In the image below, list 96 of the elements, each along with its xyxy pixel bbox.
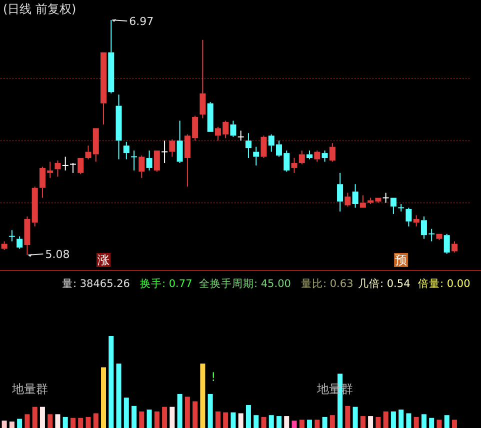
bar: [330, 415, 335, 428]
bar: [360, 416, 366, 428]
bar: [170, 406, 175, 428]
candlestick: [116, 94, 122, 160]
bar: [40, 406, 45, 428]
bar: [322, 416, 328, 428]
bar: [284, 416, 290, 428]
candlestick: [253, 146, 260, 166]
text: 全换手周期: 45.00: [199, 277, 291, 290]
bar: [200, 364, 206, 428]
candlestick: [382, 192, 390, 204]
annotation: 6.97: [129, 15, 154, 28]
bar: [292, 420, 297, 428]
bar: [398, 410, 404, 428]
bar: [368, 416, 374, 428]
bar: [444, 415, 450, 428]
bar: [62, 416, 68, 428]
candlestick: [146, 150, 152, 171]
candlestick: [138, 155, 145, 178]
bar: [261, 416, 266, 428]
bar: [345, 406, 350, 428]
bar: [215, 411, 220, 428]
bar: [223, 412, 228, 428]
candlestick: [32, 186, 38, 227]
annotation: 5.08: [45, 248, 70, 261]
bar: [139, 411, 144, 428]
bar: [436, 420, 442, 428]
bar: [32, 406, 38, 428]
candlestick: [85, 145, 92, 160]
candlestick: [291, 158, 298, 174]
bar: [452, 420, 457, 428]
bar: [132, 406, 137, 428]
candlestick: [54, 160, 61, 178]
candlestick: [123, 141, 130, 160]
annotation: 地量群: [11, 382, 48, 396]
bar: [230, 412, 236, 428]
candlestick: [16, 236, 23, 250]
bar: [421, 414, 426, 428]
bar: [268, 415, 274, 428]
candlestick: [8, 230, 16, 242]
bar: [162, 406, 168, 428]
bar: [24, 414, 30, 428]
text: 量比: 0.63: [301, 277, 354, 290]
annotation: 涨: [98, 253, 110, 267]
bar: [376, 416, 381, 428]
candlestick: [161, 140, 168, 164]
bar: [192, 401, 198, 428]
bar: [238, 413, 244, 428]
bar: [246, 405, 251, 428]
bar: [184, 396, 190, 428]
text: 倍量: 0.00: [418, 277, 470, 290]
candlestick: [322, 150, 328, 162]
text: 换手: 0.77: [140, 277, 192, 290]
candlestick: [176, 120, 183, 164]
bar: [93, 413, 98, 428]
bar: [307, 420, 312, 428]
bar: [383, 411, 388, 428]
bar: [414, 416, 419, 428]
bar: [70, 418, 76, 428]
candlestick: [337, 172, 344, 212]
text: 量: 38465.26: [62, 278, 130, 290]
bar: [108, 336, 114, 428]
bar: [124, 398, 129, 428]
bar: [78, 418, 84, 428]
bar: [406, 413, 412, 428]
candlestick: [352, 184, 358, 208]
bar: [254, 415, 259, 428]
bar: [314, 420, 320, 428]
bar: [352, 406, 358, 428]
bar: [2, 420, 7, 428]
annotation: 预: [395, 253, 408, 267]
candlestick: [200, 39, 206, 119]
candlestick: [245, 132, 252, 159]
bar: [86, 416, 91, 428]
bar: [429, 418, 434, 428]
bar: [208, 394, 213, 428]
bar: [116, 364, 122, 428]
bar: [276, 416, 282, 428]
bar: [154, 411, 160, 428]
candlestick: [62, 156, 69, 171]
bar: [17, 418, 22, 428]
candlestick: [306, 150, 313, 160]
bar: [55, 414, 60, 428]
annotation: !: [211, 370, 216, 384]
text: 几倍: 0.54: [358, 277, 411, 290]
bar: [299, 420, 304, 428]
bar: [101, 367, 106, 428]
bar: [48, 414, 53, 428]
candlestick: [130, 150, 138, 171]
bar: [177, 394, 182, 428]
bar: [390, 411, 396, 428]
candlestick: [413, 214, 420, 227]
candlestick: [230, 120, 236, 138]
bar: [146, 410, 152, 428]
bar: [9, 422, 14, 428]
chart-title: (日线 前复权): [3, 2, 76, 16]
